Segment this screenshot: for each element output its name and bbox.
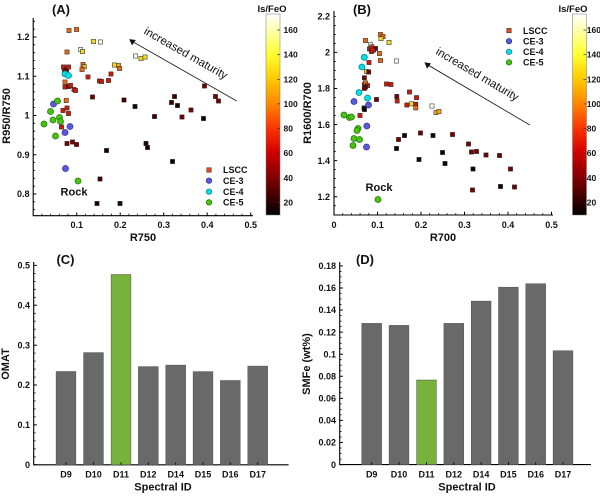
svg-text:(C): (C) [56,252,74,267]
svg-text:D11: D11 [113,470,129,480]
svg-text:CE-3: CE-3 [523,36,544,46]
svg-text:Is/FeO: Is/FeO [558,4,587,15]
svg-text:0.1: 0.1 [371,220,384,230]
svg-text:D10: D10 [85,470,102,480]
svg-text:D10: D10 [391,470,408,480]
svg-text:D17: D17 [555,470,572,480]
svg-text:80: 80 [587,124,597,134]
svg-text:120: 120 [284,74,298,84]
svg-text:0.1: 0.1 [323,349,336,359]
svg-text:0.1: 0.1 [17,420,30,430]
svg-text:60: 60 [284,148,294,158]
svg-text:20: 20 [587,198,597,208]
svg-text:(B): (B) [353,2,371,17]
svg-text:0: 0 [331,220,336,230]
svg-text:1.4: 1.4 [317,156,330,166]
svg-text:R700: R700 [430,232,456,244]
svg-text:1.1: 1.1 [17,71,30,81]
svg-text:0.16: 0.16 [318,283,336,293]
svg-text:1.8: 1.8 [317,84,330,94]
svg-text:2: 2 [325,48,330,58]
svg-text:D9: D9 [366,470,378,480]
svg-text:40: 40 [587,173,597,183]
svg-text:Spectral ID: Spectral ID [438,482,496,494]
svg-text:40: 40 [284,173,294,183]
svg-text:0.3: 0.3 [17,340,30,350]
svg-text:140: 140 [284,50,298,60]
svg-text:0.02: 0.02 [318,438,336,448]
svg-text:0.2: 0.2 [114,220,127,230]
svg-text:1.2: 1.2 [317,192,330,202]
svg-text:D14: D14 [473,470,490,480]
svg-text:160: 160 [284,25,298,35]
svg-text:0.5: 0.5 [545,220,558,230]
svg-text:0.18: 0.18 [318,261,336,271]
svg-text:20: 20 [284,198,294,208]
svg-text:OMAT: OMAT [0,348,12,380]
svg-text:Is/FeO: Is/FeO [257,4,286,15]
svg-text:0.08: 0.08 [318,372,336,382]
svg-text:60: 60 [587,148,597,158]
svg-text:Rock: Rock [366,182,394,194]
svg-text:R750: R750 [130,232,156,244]
svg-text:0.8: 0.8 [17,189,30,199]
svg-text:0.04: 0.04 [318,416,336,426]
svg-text:0: 0 [25,460,30,470]
svg-text:0.1: 0.1 [70,220,83,230]
svg-text:0.4: 0.4 [17,301,30,311]
svg-text:0.2: 0.2 [415,220,428,230]
svg-text:140: 140 [587,50,600,60]
svg-text:R950/R750: R950/R750 [1,88,13,144]
svg-text:0.4: 0.4 [502,220,515,230]
svg-text:D17: D17 [249,470,266,480]
svg-text:D11: D11 [418,470,434,480]
svg-text:0: 0 [331,460,336,470]
svg-text:0.14: 0.14 [318,305,336,315]
svg-text:0.5: 0.5 [17,261,30,271]
svg-text:100: 100 [587,99,600,109]
svg-text:(D): (D) [356,252,374,267]
svg-text:D16: D16 [222,470,239,480]
svg-text:0.4: 0.4 [201,220,214,230]
svg-text:D15: D15 [500,470,517,480]
svg-text:D12: D12 [140,470,157,480]
svg-text:1.6: 1.6 [317,120,330,130]
svg-text:Rock: Rock [61,187,89,199]
svg-text:0.06: 0.06 [318,394,336,404]
svg-text:D15: D15 [195,470,212,480]
svg-text:0.2: 0.2 [17,380,30,390]
svg-text:D12: D12 [446,470,463,480]
svg-text:SMFe (wt%): SMFe (wt%) [301,333,313,395]
svg-text:1.2: 1.2 [17,32,30,42]
svg-text:LSCC: LSCC [523,26,548,36]
svg-text:(A): (A) [52,2,70,17]
svg-text:Spectral ID: Spectral ID [134,482,192,494]
svg-text:D16: D16 [527,470,544,480]
svg-text:100: 100 [284,99,298,109]
svg-text:0.3: 0.3 [157,220,170,230]
svg-text:0.9: 0.9 [17,150,30,160]
svg-text:CE-4: CE-4 [523,47,544,57]
svg-text:D9: D9 [60,470,72,480]
svg-text:CE-3: CE-3 [223,176,244,186]
svg-text:120: 120 [587,74,600,84]
svg-text:160: 160 [587,25,600,35]
svg-text:D14: D14 [167,470,184,480]
svg-text:CE-4: CE-4 [223,187,244,197]
svg-text:LSCC: LSCC [223,165,248,175]
svg-text:R1600/R700: R1600/R700 [302,82,314,144]
svg-text:1: 1 [24,111,29,121]
svg-text:0.3: 0.3 [458,220,471,230]
svg-text:CE-5: CE-5 [523,58,544,68]
svg-text:0.5: 0.5 [244,220,257,230]
svg-text:2.2: 2.2 [317,12,330,22]
svg-text:CE-5: CE-5 [223,198,244,208]
svg-text:0.12: 0.12 [318,327,336,337]
svg-text:80: 80 [284,124,294,134]
